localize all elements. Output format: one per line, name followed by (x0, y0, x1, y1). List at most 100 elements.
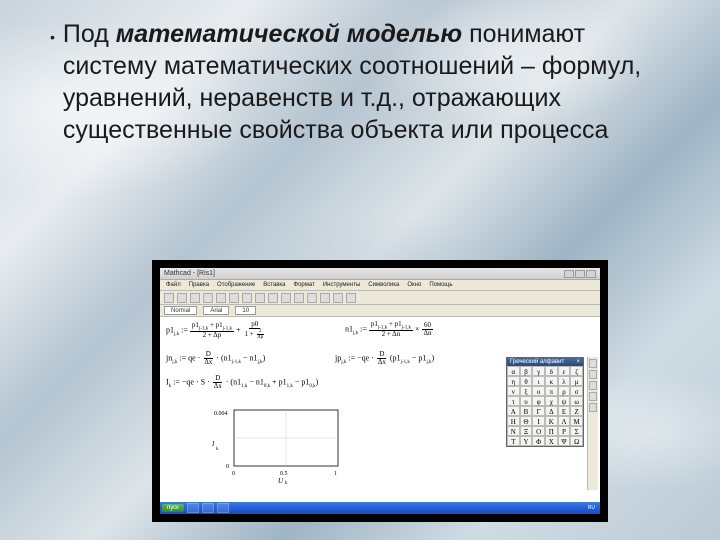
palette-symbol-29[interactable]: Ζ (570, 406, 583, 416)
palette-symbol-46[interactable]: Ψ (558, 436, 571, 446)
task-item-1[interactable] (187, 503, 199, 513)
tool-redo[interactable] (268, 293, 278, 303)
chart-xtick-r: 1 (334, 471, 337, 477)
palette-symbol-26[interactable]: Γ (532, 406, 545, 416)
palette-symbol-31[interactable]: Θ (520, 416, 533, 426)
palette-symbol-27[interactable]: Δ (545, 406, 558, 416)
palette-symbol-35[interactable]: Μ (570, 416, 583, 426)
formula-p1: p1j,k := p1j-1,k + p1j-1,k2 + Δp + p01 +… (166, 321, 267, 340)
palette-symbol-21[interactable]: χ (545, 396, 558, 406)
side-tool-2[interactable] (589, 370, 597, 379)
menu-file[interactable]: Файл (166, 282, 181, 288)
tool-copy[interactable] (229, 293, 239, 303)
system-tray[interactable]: RU (585, 505, 598, 511)
palette-symbol-3[interactable]: δ (545, 366, 558, 376)
maximize-button[interactable] (575, 270, 585, 278)
menu-symbolics[interactable]: Символика (368, 282, 399, 288)
size-select[interactable]: 10 (235, 306, 256, 315)
embedded-screenshot: Mathcad - [Ris1] Файл Правка Отображение… (152, 260, 608, 522)
side-tool-4[interactable] (589, 392, 597, 401)
tool-zoom[interactable] (333, 293, 343, 303)
titlebar: Mathcad - [Ris1] (160, 268, 600, 280)
menu-help[interactable]: Помощь (429, 282, 452, 288)
tool-cut[interactable] (216, 293, 226, 303)
palette-symbol-32[interactable]: Ι (532, 416, 545, 426)
palette-symbol-14[interactable]: ο (532, 386, 545, 396)
palette-symbol-25[interactable]: Β (520, 406, 533, 416)
tool-eq[interactable] (294, 293, 304, 303)
palette-symbol-15[interactable]: π (545, 386, 558, 396)
palette-symbol-6[interactable]: η (507, 376, 520, 386)
toolbar-main (160, 291, 600, 305)
palette-symbol-47[interactable]: Ω (570, 436, 583, 446)
tool-fx[interactable] (281, 293, 291, 303)
window-title: Mathcad - [Ris1] (164, 270, 560, 277)
menu-insert[interactable]: Вставка (263, 282, 285, 288)
tool-paste[interactable] (242, 293, 252, 303)
palette-symbol-7[interactable]: θ (520, 376, 533, 386)
palette-symbol-5[interactable]: ζ (570, 366, 583, 376)
palette-symbol-37[interactable]: Ξ (520, 426, 533, 436)
side-tool-1[interactable] (589, 359, 597, 368)
tool-matrix[interactable] (320, 293, 330, 303)
toolbar-format: Normal Arial 10 (160, 305, 600, 317)
style-select[interactable]: Normal (164, 306, 197, 315)
menu-tools[interactable]: Инструменты (323, 282, 360, 288)
palette-symbol-43[interactable]: Υ (520, 436, 533, 446)
palette-symbol-17[interactable]: σ (570, 386, 583, 396)
palette-symbol-13[interactable]: ξ (520, 386, 533, 396)
minimize-button[interactable] (564, 270, 574, 278)
menu-view[interactable]: Отображение (217, 282, 255, 288)
palette-symbol-38[interactable]: Ο (532, 426, 545, 436)
tool-graph[interactable] (307, 293, 317, 303)
palette-symbol-10[interactable]: λ (558, 376, 571, 386)
palette-symbol-9[interactable]: κ (545, 376, 558, 386)
palette-symbol-36[interactable]: Ν (507, 426, 520, 436)
palette-symbol-2[interactable]: γ (532, 366, 545, 376)
tool-undo[interactable] (255, 293, 265, 303)
palette-close-icon[interactable]: × (576, 359, 580, 365)
side-tool-5[interactable] (589, 403, 597, 412)
start-button[interactable]: пуск (162, 504, 184, 512)
tool-new[interactable] (164, 293, 174, 303)
palette-symbol-16[interactable]: ρ (558, 386, 571, 396)
menu-edit[interactable]: Правка (189, 282, 209, 288)
side-tool-3[interactable] (589, 381, 597, 390)
palette-symbol-39[interactable]: Π (545, 426, 558, 436)
palette-symbol-0[interactable]: α (507, 366, 520, 376)
close-button[interactable] (586, 270, 596, 278)
font-select[interactable]: Arial (203, 306, 229, 315)
palette-symbol-20[interactable]: φ (532, 396, 545, 406)
palette-symbol-12[interactable]: ν (507, 386, 520, 396)
palette-symbol-42[interactable]: Τ (507, 436, 520, 446)
workspace[interactable]: p1j,k := p1j-1,k + p1j-1,k2 + Δp + p01 +… (160, 317, 600, 502)
greek-palette[interactable]: Греческий алфавит× αβγδεζηθικλμνξοπρστυφ… (506, 357, 584, 447)
palette-symbol-4[interactable]: ε (558, 366, 571, 376)
tool-help[interactable] (346, 293, 356, 303)
tool-save[interactable] (190, 293, 200, 303)
palette-symbol-44[interactable]: Φ (532, 436, 545, 446)
palette-symbol-1[interactable]: β (520, 366, 533, 376)
palette-symbol-33[interactable]: Κ (545, 416, 558, 426)
palette-symbol-40[interactable]: Ρ (558, 426, 571, 436)
task-item-2[interactable] (202, 503, 214, 513)
tool-open[interactable] (177, 293, 187, 303)
palette-symbol-19[interactable]: υ (520, 396, 533, 406)
taskbar: пуск RU (160, 502, 600, 514)
palette-symbol-28[interactable]: Ε (558, 406, 571, 416)
chart-ytick-top: 0.004 (214, 411, 228, 417)
palette-symbol-8[interactable]: ι (532, 376, 545, 386)
menu-window[interactable]: Окно (407, 282, 421, 288)
palette-symbol-30[interactable]: Η (507, 416, 520, 426)
palette-symbol-23[interactable]: ω (570, 396, 583, 406)
menu-format[interactable]: Формат (294, 282, 315, 288)
tool-print[interactable] (203, 293, 213, 303)
palette-symbol-41[interactable]: Σ (570, 426, 583, 436)
palette-symbol-24[interactable]: Α (507, 406, 520, 416)
task-item-3[interactable] (217, 503, 229, 513)
palette-symbol-11[interactable]: μ (570, 376, 583, 386)
palette-symbol-45[interactable]: Χ (545, 436, 558, 446)
palette-symbol-22[interactable]: ψ (558, 396, 571, 406)
palette-symbol-34[interactable]: Λ (558, 416, 571, 426)
palette-symbol-18[interactable]: τ (507, 396, 520, 406)
